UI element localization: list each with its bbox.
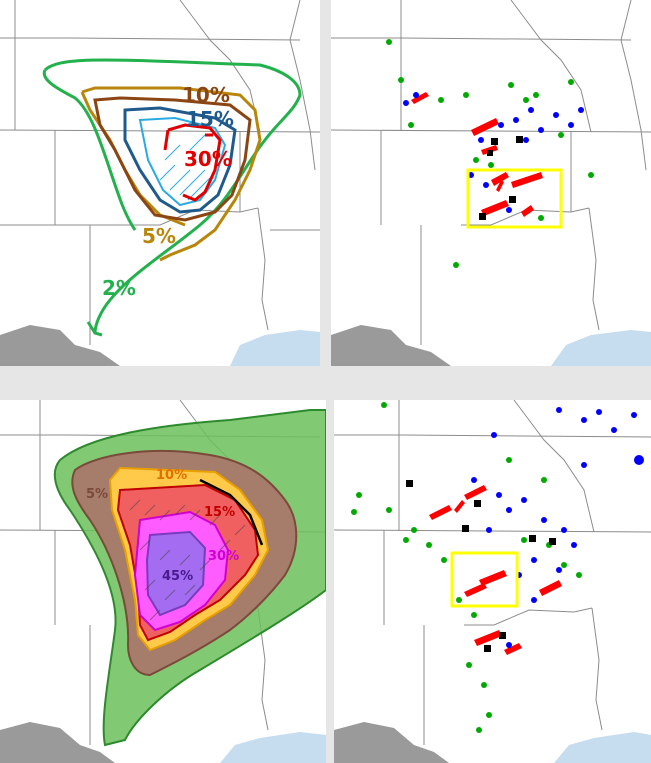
wind-reports [471,407,644,648]
mexico-land [0,325,120,366]
label-30-percent: 30% [208,549,239,564]
contour-2-percent-left [42,69,137,231]
highlight-box [466,168,563,229]
tornado-reports [411,92,543,217]
boundary-line [199,478,264,546]
gulf-water [551,330,651,366]
contour-2-percent [43,58,302,337]
state-borders [334,400,651,745]
horizontal-divider [0,366,651,400]
gulf-water [220,732,326,763]
outlook-contour-map: 10% 15% 30% 5% 2% [0,0,320,366]
significant-reports [406,480,556,652]
label-5-percent: 5% [86,487,108,502]
storm-reports-map-bottom [334,400,651,763]
label-45-percent: 45% [162,569,193,584]
contour-15-percent [123,106,237,214]
state-borders [331,0,651,345]
mexico-land [334,722,449,763]
label-5-percent: 5% [142,224,176,248]
outlook-filled-map: 5% 10% 15% 30% 45% [0,400,326,763]
hail-reports [351,402,582,733]
label-15-percent: 15% [204,505,235,520]
state-borders [0,0,320,345]
label-2-percent: 2% [102,276,136,300]
contour-10-percent [93,96,252,222]
mexico-land [331,325,451,366]
fill-45-percent [145,530,207,617]
significant-hatch [159,134,211,201]
label-30-percent: 30% [184,147,232,171]
vertical-divider-bottom [326,400,334,763]
gulf-water [554,732,651,763]
label-15-percent: 15% [186,107,234,131]
reports-map-svg-bottom [334,400,651,763]
wind-reports [403,92,584,213]
label-10-percent: 10% [156,468,187,483]
hail-reports [386,39,594,268]
contour-30-percent [163,123,222,202]
label-10-percent: 10% [182,83,230,107]
gulf-water [230,330,320,366]
contour-map-svg: 10% 15% 30% 5% 2% [0,0,320,366]
tornado-reports [429,485,562,655]
storm-reports-map-top [331,0,651,366]
significant-hatch [129,499,246,621]
highlight-box [450,551,519,608]
vertical-divider-top [320,0,331,366]
filled-map-svg: 5% 10% 15% 30% 45% [0,400,326,763]
mexico-land [0,722,115,763]
reports-map-svg [331,0,651,366]
significant-reports [479,136,523,220]
